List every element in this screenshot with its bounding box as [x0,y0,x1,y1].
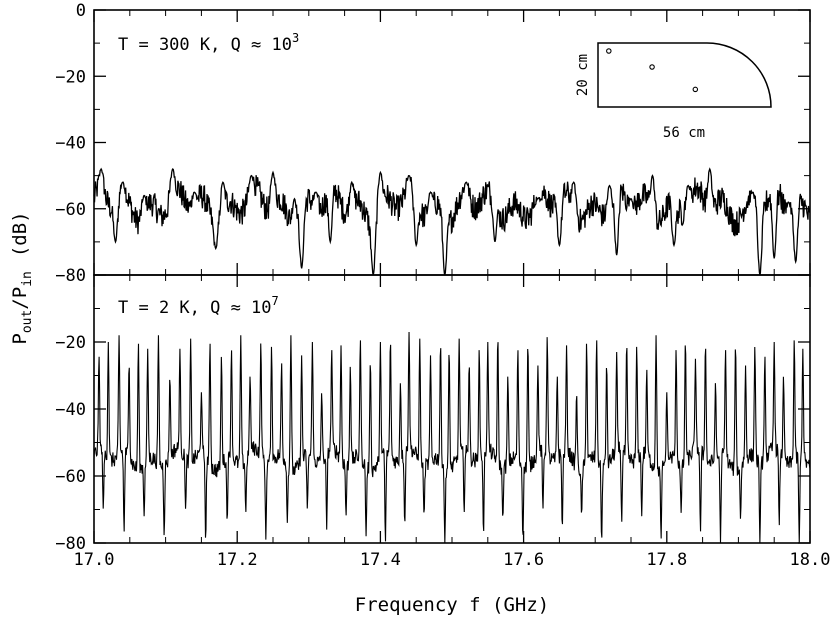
antenna-marker [692,86,699,93]
antenna-positions [606,48,699,93]
y-tick-label: −60 [55,467,86,487]
x-tick-label: 17.2 [217,550,258,570]
y-axis-ticks-bottom: −20 −40 −60 −80 [55,308,810,554]
antenna-marker [649,64,655,70]
transmission-line-2K [93,331,811,544]
x-tick-label: 17.4 [360,550,401,570]
x-tick-label: 17.0 [74,550,115,570]
y-tick-label: −80 [55,534,86,554]
transmission-line-300K [93,167,811,276]
panel-room-temperature: 0 −20 −40 −60 −80 T = 300 K, Q ≈ 103 56 cm 2… [55,1,811,286]
y-tick-label: −20 [55,67,86,87]
y-tick-label: −20 [55,333,86,353]
annotation-bottom: T = 2 K, Q ≈ 107 [118,294,279,318]
y-tick-label: −80 [55,266,86,286]
antenna-marker [606,48,612,54]
x-tick-label: 17.8 [646,550,687,570]
y-axis-title: Pout/Pin(dB) [9,211,35,344]
y-tick-label: −40 [55,134,86,154]
y-tick-label: −40 [55,400,86,420]
x-axis-ticks: 17.0 17.2 17.4 17.6 17.8 18.0 [74,10,830,570]
y-tick-label: 0 [76,1,86,21]
inset-height-label: 20 cm [575,54,591,96]
x-axis-title: Frequency f (GHz) [355,594,549,616]
x-tick-label: 17.6 [503,550,544,570]
cavity-inset: 56 cm 20 cm [575,42,772,141]
x-tick-label: 18.0 [790,550,830,570]
y-axis-ticks-top: 0 −20 −40 −60 −80 [55,1,810,286]
annotation-top: T = 300 K, Q ≈ 103 [118,31,299,55]
panel-low-temperature: −20 −40 −60 −80 T = 2 K, Q ≈ 107 [55,274,811,554]
inset-width-label: 56 cm [663,125,705,141]
cavity-outline [597,42,772,108]
y-tick-label: −60 [55,200,86,220]
